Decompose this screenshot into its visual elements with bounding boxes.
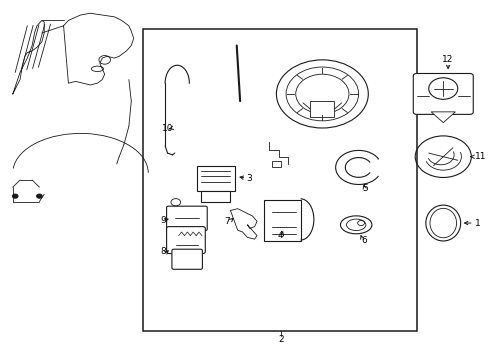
Text: 4: 4: [277, 231, 283, 240]
Bar: [271, 161, 281, 167]
Circle shape: [37, 194, 42, 198]
Bar: [196, 166, 235, 191]
Text: 1: 1: [474, 219, 480, 228]
Text: 9: 9: [160, 216, 166, 225]
Bar: [264, 200, 300, 241]
Bar: [143, 30, 416, 330]
Text: 7: 7: [224, 217, 229, 226]
Text: 3: 3: [245, 174, 251, 183]
Text: 10: 10: [162, 123, 173, 132]
FancyBboxPatch shape: [172, 249, 202, 269]
Text: 11: 11: [474, 152, 485, 161]
Bar: [309, 101, 334, 117]
FancyBboxPatch shape: [412, 73, 472, 114]
Polygon shape: [430, 112, 454, 123]
Text: 5: 5: [361, 184, 367, 193]
FancyBboxPatch shape: [166, 206, 207, 230]
Text: 8: 8: [160, 247, 166, 256]
Text: 12: 12: [442, 55, 453, 64]
Text: 2: 2: [278, 335, 284, 344]
FancyBboxPatch shape: [166, 226, 205, 253]
Bar: [201, 191, 230, 202]
Text: 6: 6: [361, 237, 366, 246]
Circle shape: [12, 194, 18, 198]
